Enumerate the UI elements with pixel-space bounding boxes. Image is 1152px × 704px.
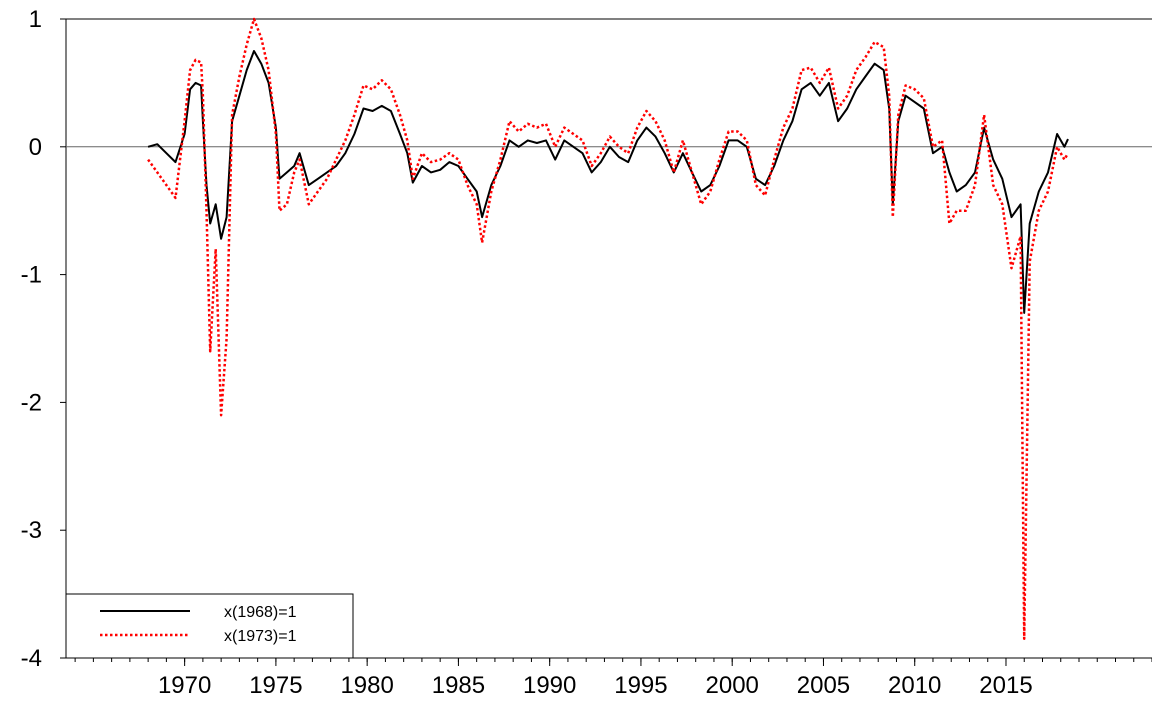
y-tick-label: -3 — [21, 517, 42, 544]
x-tick-label: 2000 — [706, 672, 759, 699]
legend: x(1968)=1 x(1973)=1 — [65, 593, 354, 659]
y-tick-label: 1 — [29, 6, 42, 33]
x-tick-label: 1980 — [340, 672, 393, 699]
legend-label-x1968: x(1968)=1 — [224, 604, 297, 621]
x-tick-label: 1985 — [432, 672, 485, 699]
x-tick-label: 1975 — [249, 672, 302, 699]
y-tick-label: -4 — [21, 645, 42, 672]
series-layer — [147, 17, 1070, 641]
y-tick-label: 0 — [29, 134, 42, 161]
x-minor-ticks — [74, 658, 1152, 662]
x-ticks: 1970 1975 1980 1985 1990 1995 2000 2005 2010 2015 — [158, 658, 1033, 699]
series-line-x19731 — [147, 17, 1070, 641]
legend-label-x1973: x(1973)=1 — [224, 628, 297, 645]
x-tick-label: 1990 — [523, 672, 576, 699]
x-tick-label: 2010 — [888, 672, 941, 699]
y-tick-label: -1 — [21, 262, 42, 289]
x-tick-label: 2015 — [979, 672, 1032, 699]
axes: 1 0 -1 -2 -3 -4 1970 1975 1980 1985 1990 1995 2000 2… — [21, 6, 1152, 699]
series-line-x19681 — [147, 50, 1069, 314]
x-tick-label: 2005 — [797, 672, 850, 699]
y-ticks: 1 0 -1 -2 -3 -4 — [21, 6, 66, 672]
x-tick-label: 1970 — [158, 672, 211, 699]
x-tick-label: 1995 — [614, 672, 667, 699]
y-tick-label: -2 — [21, 389, 42, 416]
legend-box — [65, 593, 354, 659]
